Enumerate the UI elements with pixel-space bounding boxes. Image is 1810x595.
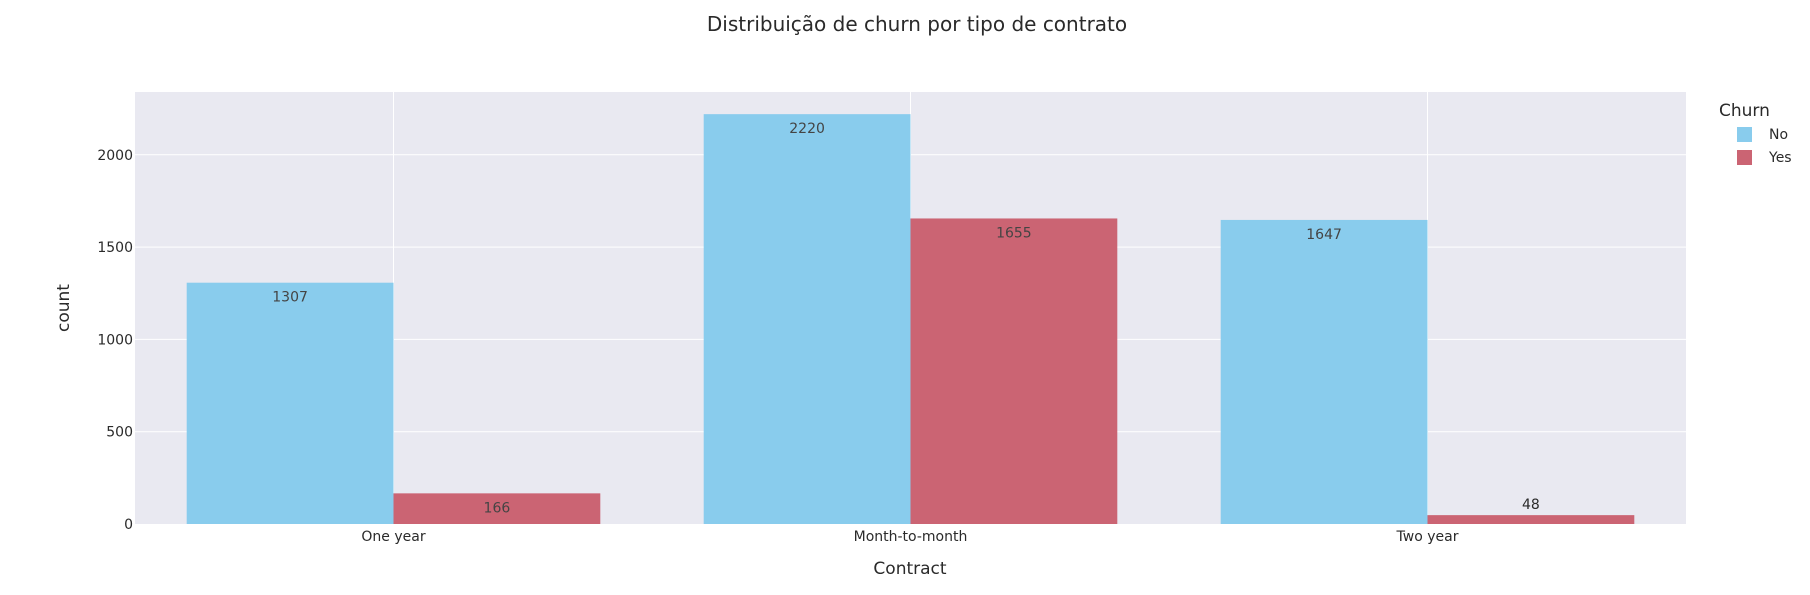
y-tick-label: 0 <box>124 517 133 533</box>
y-tick-label: 1500 <box>97 240 133 256</box>
legend-swatch-no <box>1737 127 1752 142</box>
bar-value-label: 166 <box>484 500 511 516</box>
bar-value-label: 1655 <box>996 225 1032 241</box>
y-tick-label: 500 <box>106 425 133 441</box>
bar-value-label: 1647 <box>1306 227 1342 243</box>
y-axis-ticks: 0 500 1000 1500 2000 <box>97 148 133 533</box>
bar-no <box>1220 219 1428 524</box>
y-axis-title: count <box>54 284 74 332</box>
legend-label: No <box>1769 127 1788 143</box>
bar-yes <box>910 218 1118 524</box>
x-tick-label: Month-to-month <box>854 529 968 545</box>
bar-value-label: 48 <box>1522 497 1540 513</box>
chart-title: Distribuição de churn por tipo de contra… <box>707 12 1127 36</box>
x-axis-title: Contract <box>873 559 946 579</box>
bar-no <box>186 282 394 524</box>
x-axis-ticks: One year Month-to-month Two year <box>361 529 1458 545</box>
bar-value-label: 1307 <box>272 290 308 306</box>
x-tick-label: One year <box>361 529 425 545</box>
bar-no <box>703 114 911 525</box>
legend: Churn No Yes <box>1719 101 1792 166</box>
y-tick-label: 2000 <box>97 148 133 164</box>
bar-value-label: 2220 <box>789 121 825 137</box>
bar-yes <box>393 493 601 524</box>
x-tick-label: Two year <box>1396 529 1459 545</box>
bars <box>186 114 1635 525</box>
legend-swatch-yes <box>1737 150 1752 165</box>
bar-yes <box>1427 515 1635 524</box>
legend-label: Yes <box>1768 150 1792 166</box>
y-tick-label: 1000 <box>97 332 133 348</box>
legend-title: Churn <box>1719 101 1770 121</box>
bar-labels: 1307 2220 1647 166 1655 48 <box>272 121 1540 516</box>
